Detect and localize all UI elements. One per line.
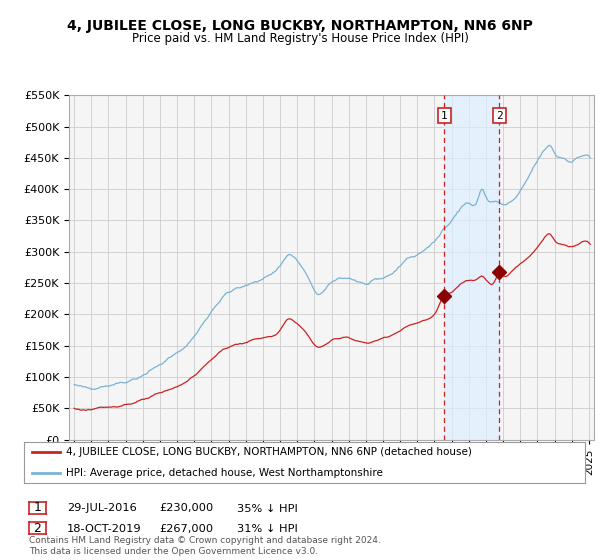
- Text: 4, JUBILEE CLOSE, LONG BUCKBY, NORTHAMPTON, NN6 6NP (detached house): 4, JUBILEE CLOSE, LONG BUCKBY, NORTHAMPT…: [66, 447, 472, 458]
- Bar: [445, 95, 499, 440]
- Text: 31% ↓ HPI: 31% ↓ HPI: [237, 524, 298, 534]
- Text: 35% ↓ HPI: 35% ↓ HPI: [237, 503, 298, 514]
- Text: 1: 1: [441, 111, 448, 121]
- Text: HPI: Average price, detached house, West Northamptonshire: HPI: Average price, detached house, West…: [66, 468, 383, 478]
- Text: 2: 2: [33, 521, 41, 535]
- Text: 1: 1: [33, 501, 41, 515]
- Text: 2: 2: [496, 111, 503, 121]
- Text: Contains HM Land Registry data © Crown copyright and database right 2024.
This d: Contains HM Land Registry data © Crown c…: [29, 536, 380, 556]
- Text: £267,000: £267,000: [159, 524, 213, 534]
- Text: Price paid vs. HM Land Registry's House Price Index (HPI): Price paid vs. HM Land Registry's House …: [131, 32, 469, 45]
- Text: £230,000: £230,000: [159, 503, 213, 514]
- Text: 29-JUL-2016: 29-JUL-2016: [67, 503, 137, 514]
- Text: 18-OCT-2019: 18-OCT-2019: [67, 524, 142, 534]
- Text: 4, JUBILEE CLOSE, LONG BUCKBY, NORTHAMPTON, NN6 6NP: 4, JUBILEE CLOSE, LONG BUCKBY, NORTHAMPT…: [67, 19, 533, 33]
